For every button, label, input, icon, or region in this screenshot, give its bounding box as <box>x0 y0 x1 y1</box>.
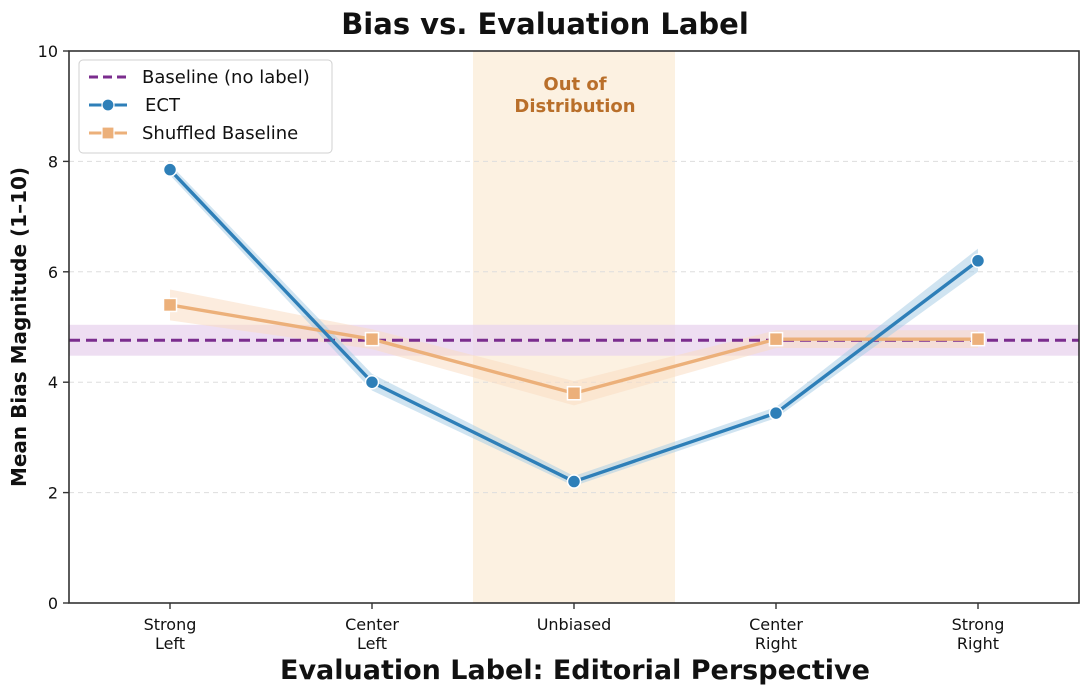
ect-point <box>566 474 582 489</box>
x-tick-label-line: Left <box>357 634 387 653</box>
y-axis: 0 2 4 6 8 10 <box>38 42 69 613</box>
shuffled-point <box>364 331 380 347</box>
x-tick-label-line: Right <box>957 634 999 653</box>
shuffled-confidence-band <box>170 289 978 406</box>
legend-label-ect: ECT <box>145 95 181 116</box>
x-tick-label-line: Left <box>155 634 185 653</box>
shuffled-point <box>970 331 986 347</box>
y-tick-label: 0 <box>48 594 58 613</box>
legend-label-baseline: Baseline (no label) <box>142 67 310 88</box>
legend-ect-marker <box>101 98 115 112</box>
y-tick-label: 4 <box>48 373 58 392</box>
ect-point <box>970 253 986 269</box>
x-tick-label-line: Center <box>749 615 803 634</box>
x-tick-label: Center Right <box>749 615 803 653</box>
x-tick-label: Strong Left <box>144 615 197 653</box>
x-tick-label-line: Center <box>345 615 399 634</box>
series-bands <box>170 164 978 486</box>
x-tick-label-line: Unbiased <box>537 615 612 634</box>
y-tick-label: 8 <box>48 152 58 171</box>
y-tick-label: 6 <box>48 263 58 282</box>
x-tick-label: Strong Right <box>952 615 1005 653</box>
x-tick-label-line: Strong <box>144 615 197 634</box>
y-tick-label: 2 <box>48 484 58 503</box>
x-tick-label-line: Strong <box>952 615 1005 634</box>
shuffled-point <box>162 297 178 313</box>
legend: Baseline (no label) ECT Shuffled Baselin… <box>78 59 333 154</box>
legend-label-shuffled: Shuffled Baseline <box>142 123 298 144</box>
legend-shuffled-marker <box>101 126 115 140</box>
ood-annotation-line-2: Distribution <box>514 96 635 117</box>
ect-point <box>768 405 784 421</box>
y-axis-label: Mean Bias Magnitude (1–10) <box>7 167 31 487</box>
shuffled-point <box>566 385 582 401</box>
ood-annotation-line-1: Out of <box>543 74 606 95</box>
y-tick-label: 10 <box>38 42 58 61</box>
ect-point <box>364 374 380 390</box>
x-axis-label: Evaluation Label: Editorial Perspective <box>280 655 870 686</box>
legend-frame <box>78 59 333 154</box>
chart-title: Bias vs. Evaluation Label <box>341 7 749 41</box>
shuffled-point <box>768 331 784 347</box>
x-tick-label: Center Left <box>345 615 399 653</box>
series-markers <box>162 162 986 489</box>
x-tick-label-line: Right <box>755 634 797 653</box>
x-tick-label: Unbiased <box>537 615 612 634</box>
ect-point <box>162 162 178 177</box>
